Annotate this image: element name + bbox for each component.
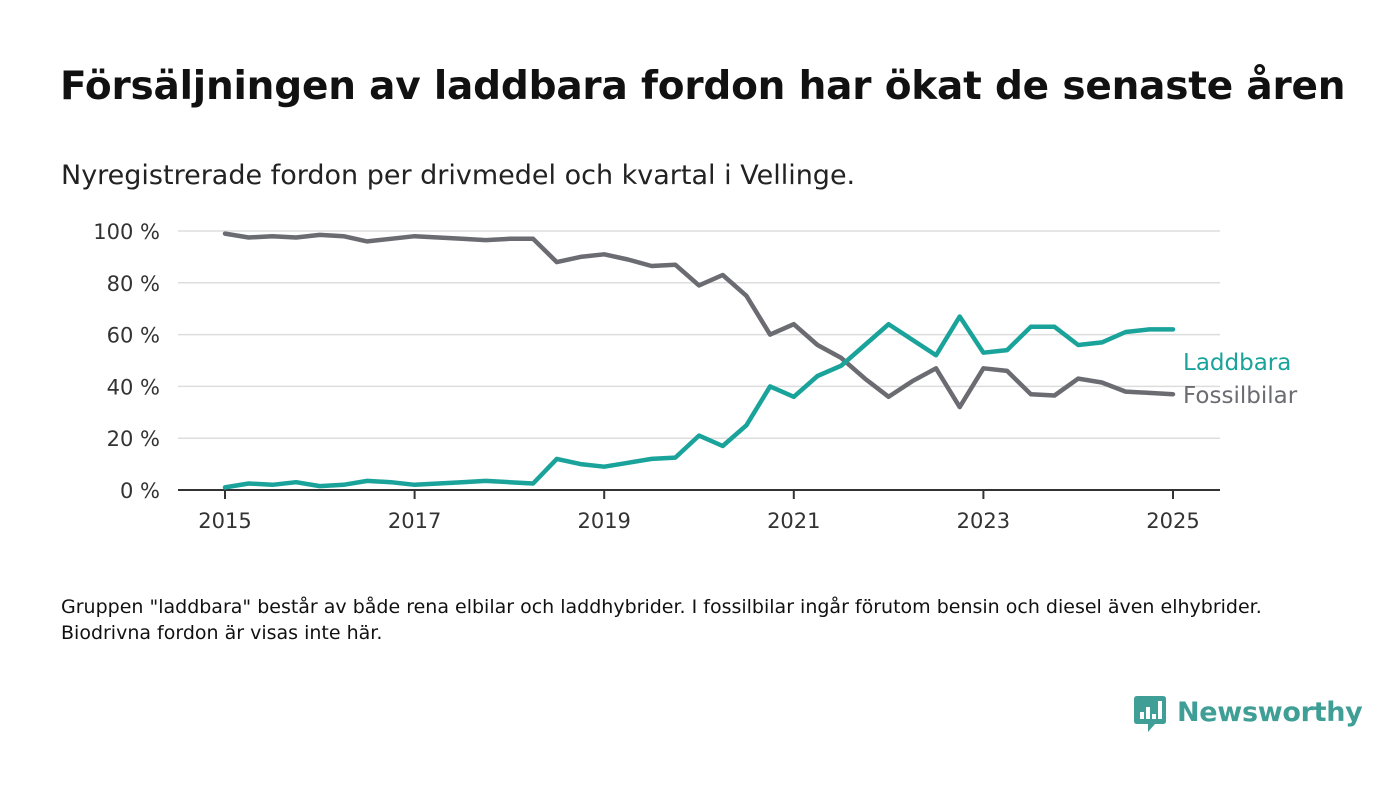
y-tick-label: 80 % bbox=[107, 272, 160, 296]
fossilbilar-line bbox=[222, 231, 1176, 410]
line-chart: 0 % 20 % 40 % 60 % 80 % 100 % 2015 2017 2019 2021… bbox=[93, 220, 1298, 533]
brand-name: Newsworthy bbox=[1177, 696, 1363, 728]
y-tick-label: 0 % bbox=[120, 479, 160, 503]
y-tick-label: 40 % bbox=[107, 375, 160, 399]
series-labels: Laddbara Fossilbilar bbox=[1183, 350, 1298, 409]
series-label-fossilbilar: Fossilbilar bbox=[1183, 383, 1298, 409]
x-tick-label: 2021 bbox=[767, 509, 820, 533]
bar-chart-speech-bubble-icon bbox=[1134, 696, 1166, 732]
x-tick-label: 2023 bbox=[957, 509, 1010, 533]
y-tick-label: 100 % bbox=[93, 220, 160, 244]
y-tick-label: 20 % bbox=[107, 427, 160, 451]
chart-subtitle: Nyregistrerade fordon per drivmedel och … bbox=[61, 160, 856, 191]
chart-title: Försäljningen av laddbara fordon har öka… bbox=[60, 64, 1346, 109]
x-tick-label: 2015 bbox=[198, 509, 251, 533]
axes: 0 % 20 % 40 % 60 % 80 % 100 % 2015 2017 2019 2021… bbox=[93, 220, 1220, 533]
series-lines bbox=[222, 231, 1176, 490]
x-tick-label: 2017 bbox=[388, 509, 441, 533]
laddbara-line bbox=[222, 314, 1176, 490]
footnote: Gruppen "laddbara" består av både rena e… bbox=[61, 596, 1262, 644]
x-tick-label: 2019 bbox=[577, 509, 630, 533]
y-tick-label: 60 % bbox=[107, 324, 160, 348]
series-label-laddbara: Laddbara bbox=[1183, 350, 1291, 376]
newsworthy-logo: Newsworthy bbox=[1133, 690, 1363, 734]
x-tick-label: 2025 bbox=[1146, 509, 1199, 533]
